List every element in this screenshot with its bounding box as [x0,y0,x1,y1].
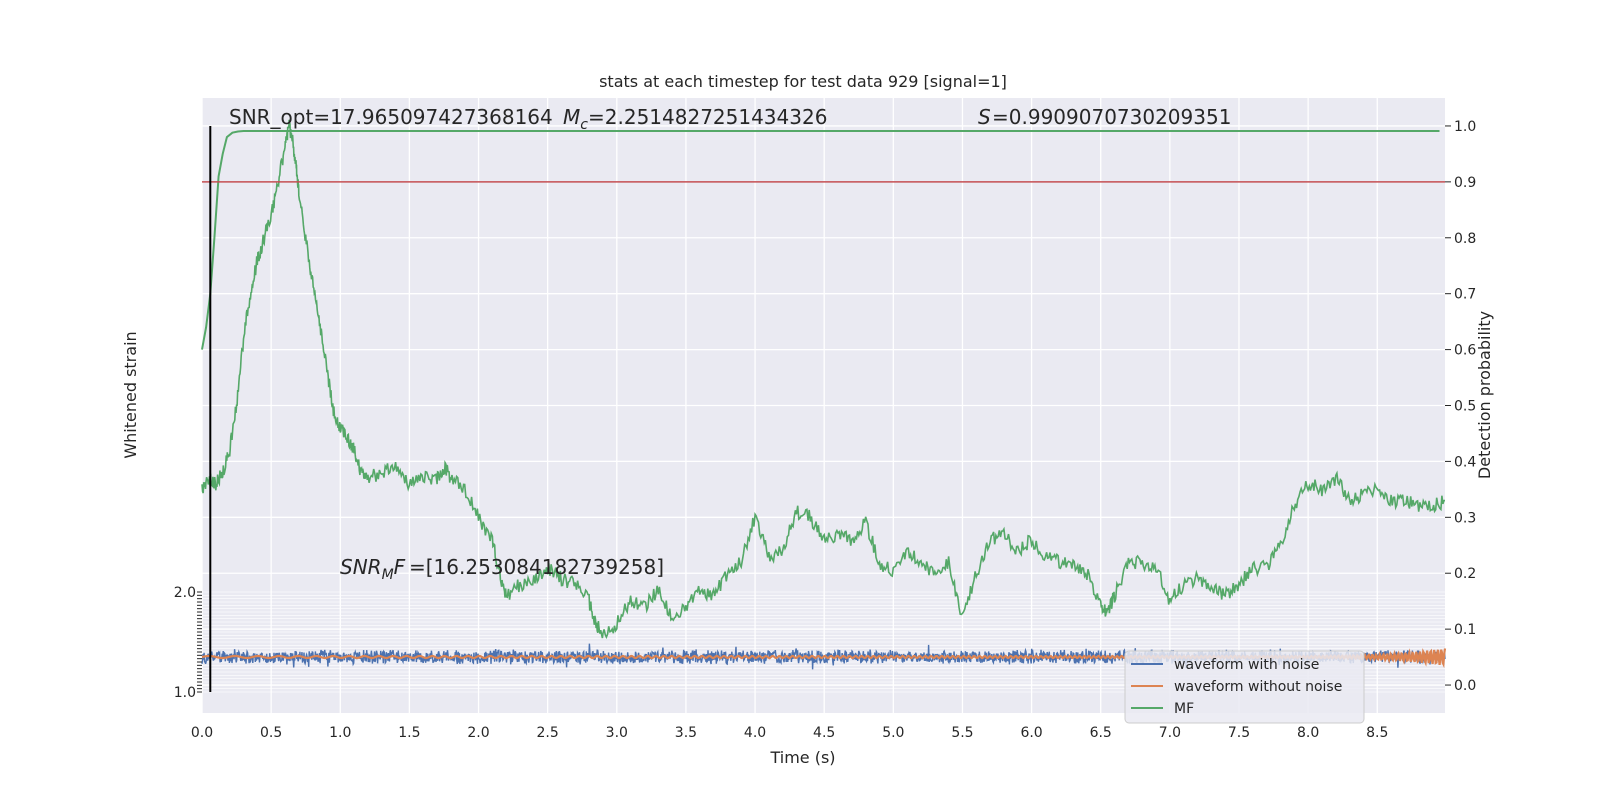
y-right-tick-label: 0.1 [1454,622,1476,638]
annotation-snr-mf-value: =[16.253084182739258] [409,555,664,579]
right-axis-label: Detection probability [1475,311,1494,479]
y-left-tick-label-bottom: 1.0 [174,685,196,701]
x-tick-label: 6.0 [1020,725,1042,741]
y-left-tick-label-top: 2.0 [174,585,196,601]
annotation-mc-value: =2.2514827251434326 [588,105,827,129]
x-axis-label: Time (s) [769,748,835,767]
x-tick-label: 4.5 [813,725,835,741]
legend-label-mf: MF [1174,701,1194,717]
legend-box [1124,650,1365,724]
y-right-tick-label: 0.6 [1454,343,1476,359]
x-tick-label: 8.0 [1297,725,1319,741]
x-tick-label: 3.0 [606,725,628,741]
annotation-snr-mf-symbol: SNRMF [340,555,406,583]
x-tick-label: 8.5 [1366,725,1388,741]
y-right-tick-label: 0.3 [1454,510,1476,526]
series-mf [201,119,1445,640]
x-tick-label: 2.5 [537,725,559,741]
x-tick-label: 5.0 [882,725,904,741]
x-tick-label: 0.0 [191,725,213,741]
y-right-tick-label: 0.5 [1454,399,1476,415]
x-ticks: 0.0 0.5 1.0 1.5 2.0 2.5 3.0 3.5 4.0 4.5 5.0 5.5 6.0 6… [191,725,1389,741]
x-tick-label: 2.0 [467,725,489,741]
x-tick-label: 5.5 [951,725,973,741]
y-right-tick-label: 0.0 [1454,678,1476,694]
x-tick-label: 6.5 [1090,725,1112,741]
x-tick-label: 0.5 [260,725,282,741]
annotation-snr-opt: SNR_opt=17.965097427368164 [229,105,553,129]
y-right-tick-label: 0.8 [1454,231,1476,247]
legend-label-clean: waveform without noise [1174,679,1342,695]
chart-title: stats at each timestep for test data 929… [599,72,1007,91]
y-right-tick-label: 0.2 [1454,566,1476,582]
x-tick-label: 4.0 [744,725,766,741]
legend: waveform with noise waveform without noi… [1124,650,1365,724]
x-tick-label: 7.0 [1159,725,1181,741]
annotation-s: S =0.9909070730209351 [978,105,1231,129]
y-right-tick-label: 1.0 [1454,119,1476,135]
x-tick-label: 1.5 [398,725,420,741]
x-tick-label: 3.5 [675,725,697,741]
x-tick-label: 1.0 [329,725,351,741]
legend-label-noise: waveform with noise [1174,657,1319,673]
left-axis-label: Whitened strain [121,331,140,458]
y-right-tick-label: 0.4 [1454,454,1476,470]
annotation-s-value: =0.9909070730209351 [992,105,1231,129]
y-right-ticks: 0.0 0.1 0.2 0.3 0.4 0.5 0.6 0.7 0.8 0.9 1.0 [1445,119,1476,694]
y-right-tick-label: 0.7 [1454,287,1476,303]
series-detection-probability [201,130,1440,350]
y-right-tick-label: 0.9 [1454,175,1476,191]
annotation-mc: Mc =2.2514827251434326 [563,105,827,133]
x-tick-label: 7.5 [1228,725,1250,741]
annotation-snr-mf: SNRMF =[16.253084182739258] [340,555,664,583]
annotation-s-symbol: S [978,105,991,129]
y-left-ticks: 2.0 1.0 [174,585,202,701]
